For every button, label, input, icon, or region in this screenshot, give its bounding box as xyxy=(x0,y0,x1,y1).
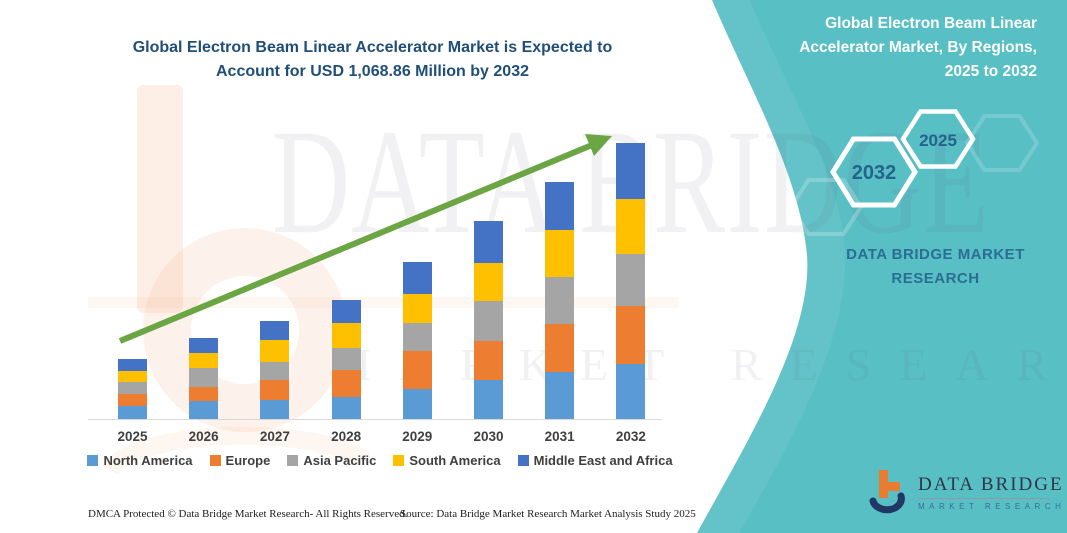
watermark-stripe xyxy=(88,297,678,308)
bar-segment-2025 xyxy=(118,382,147,395)
x-axis-label-2025: 2025 xyxy=(117,429,148,444)
bar-segment-2027 xyxy=(260,320,290,341)
legend-item: South America xyxy=(393,453,501,468)
legend-swatch xyxy=(87,455,99,466)
chart-title-line1: Global Electron Beam Linear Accelerator … xyxy=(132,39,613,56)
legend-label: Europe xyxy=(225,453,271,468)
bar-segment-2027 xyxy=(260,399,290,419)
legend-swatch xyxy=(287,455,299,466)
footer-source-text: Source: Data Bridge Market Research Mark… xyxy=(400,508,696,520)
bar-segment-2026 xyxy=(189,352,219,368)
right-panel-title-line1: Global Electron Beam Linear xyxy=(825,15,1037,32)
bar-segment-2027 xyxy=(260,340,290,362)
legend-item: Europe xyxy=(209,453,271,468)
bar-segment-2030 xyxy=(474,301,503,342)
right-panel-brand: DATA BRIDGE MARKET RESEARCH xyxy=(808,243,1063,291)
x-axis-label-2030: 2030 xyxy=(473,429,504,444)
right-panel-brand-line1: DATA BRIDGE MARKET xyxy=(846,246,1025,263)
watermark-b-bowl xyxy=(143,228,347,432)
logo-divider xyxy=(918,497,1050,499)
chart-legend: North America Europe Asia Pacific South Ame… xyxy=(60,453,700,468)
watermark-b-stem xyxy=(137,85,183,313)
x-axis-label-2032: 2032 xyxy=(615,429,646,444)
logo-name-text: DATA BRIDGE xyxy=(918,473,1064,495)
bar-segment-2027 xyxy=(260,380,290,400)
footer-dmca-text: DMCA Protected © Data Bridge Market Rese… xyxy=(88,508,408,520)
bar-segment-2026 xyxy=(189,367,219,387)
bar-segment-2029 xyxy=(402,389,432,419)
legend-swatch xyxy=(209,455,221,466)
bar-segment-2025 xyxy=(118,394,147,407)
legend-item: Asia Pacific xyxy=(287,453,376,468)
x-axis-label-2028: 2028 xyxy=(331,429,362,444)
x-axis-label-2029: 2029 xyxy=(402,429,433,444)
watermark-text-marketresearch: MARKET RESEARCH xyxy=(330,339,1067,390)
legend-label: North America xyxy=(103,453,193,468)
bar-segment-2030 xyxy=(474,263,503,302)
bar-segment-2031 xyxy=(545,277,575,325)
legend-swatch xyxy=(517,455,529,466)
right-panel-title: Global Electron Beam Linear Accelerator … xyxy=(727,12,1037,84)
bar-segment-2026 xyxy=(189,337,219,353)
legend-label: South America xyxy=(409,453,501,468)
bar-segment-2028 xyxy=(331,397,361,419)
databridge-logo: DATA BRIDGE MARKET RESEARCH xyxy=(866,468,1065,516)
legend-label: Middle East and Africa xyxy=(533,453,673,468)
right-panel-title-line2: Accelerator Market, By Regions, xyxy=(799,39,1037,56)
bar-segment-2026 xyxy=(189,387,219,401)
databridge-logo-icon xyxy=(869,470,905,514)
right-panel-title-line3: 2025 to 2032 xyxy=(944,63,1037,80)
chart-title-line2: Account for USD 1,068.86 Million by 2032 xyxy=(216,63,529,80)
bar-segment-2025 xyxy=(118,371,147,383)
bar-segment-2025 xyxy=(118,406,147,419)
x-axis-line xyxy=(88,419,662,420)
legend-swatch xyxy=(393,455,405,466)
legend-label: Asia Pacific xyxy=(303,453,377,468)
bar-segment-2026 xyxy=(189,400,219,419)
chart-title: Global Electron Beam Linear Accelerator … xyxy=(85,36,660,84)
x-axis-label-2026: 2026 xyxy=(188,429,219,444)
bar-segment-2025 xyxy=(118,359,147,372)
bar-segment-2028 xyxy=(331,300,361,323)
right-panel-brand-line2: RESEARCH xyxy=(891,270,980,287)
bar-segment-2029 xyxy=(402,294,432,324)
legend-item: Middle East and Africa xyxy=(517,453,673,468)
bar-segment-2027 xyxy=(260,361,290,381)
x-axis-label-2031: 2031 xyxy=(544,429,575,444)
legend-item: North America xyxy=(87,453,193,468)
logo-subtitle-text: MARKET RESEARCH xyxy=(918,501,1066,511)
x-axis-label-2027: 2027 xyxy=(259,429,290,444)
